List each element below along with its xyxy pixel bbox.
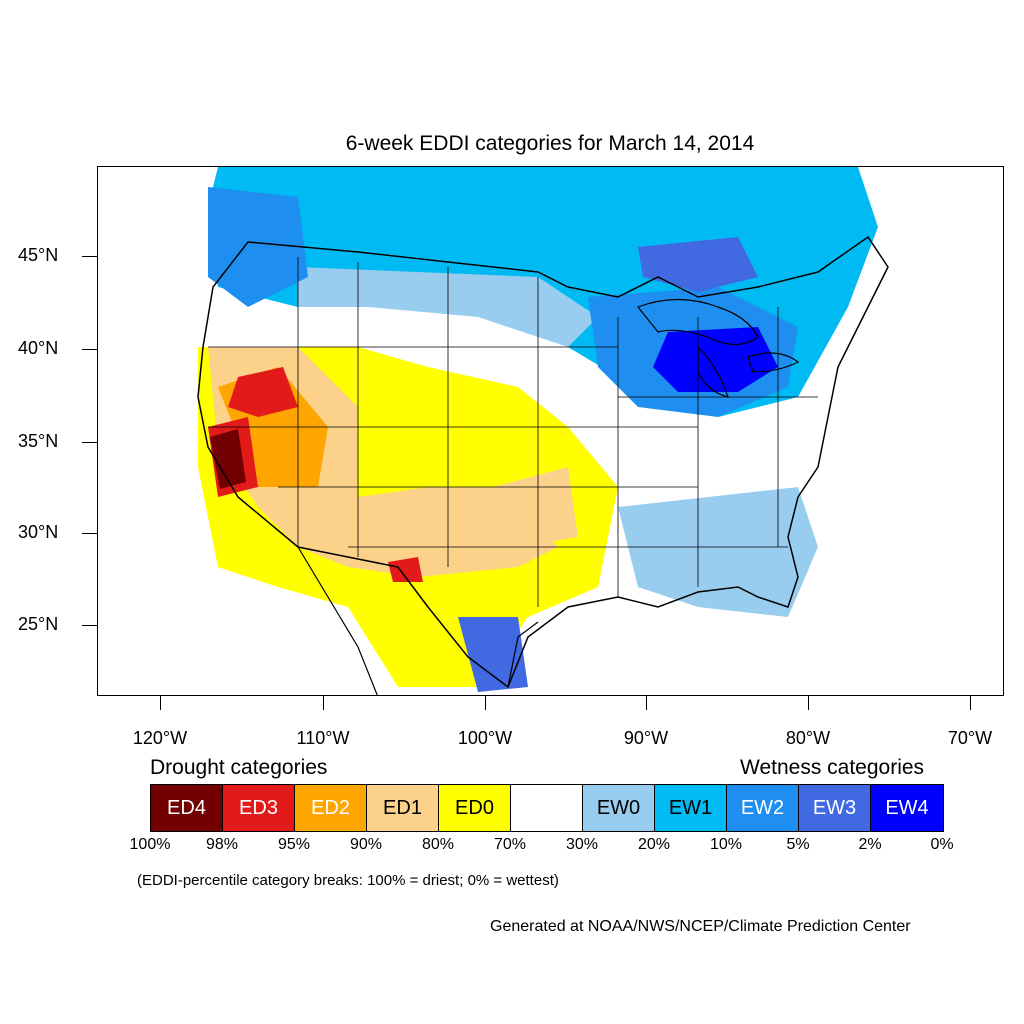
lat-label-40: 40°N [18,338,59,358]
legend-break-label: 100% [129,836,171,853]
legend-break-label: 98% [205,836,239,853]
lon-tick [323,696,324,710]
lon-label-70w: 70°W [947,728,993,748]
lat-tick [82,442,97,443]
lon-label-80w: 80°W [785,728,831,748]
legend-color-bar: ED4 ED3 ED2 ED1 ED0 EW0 EW1 EW2 EW3 EW4 [150,784,944,832]
drought-region-ed4 [210,429,246,489]
us-border [197,235,889,689]
map-plot-area [97,166,1004,696]
lat-label-25: 25°N [18,614,59,634]
drought-region-ed3-texas [388,557,423,582]
legend-cell-neutral [511,785,583,831]
lon-tick [646,696,647,710]
lat-label-45: 45°N [18,245,59,265]
wetness-heading: Wetness categories [740,756,925,779]
legend-break-label: 95% [277,836,311,853]
map-title: 6-week EDDI categories for March 14, 201… [345,132,755,155]
legend-cell-ew2: EW2 [727,785,799,831]
lon-label-120w: 120°W [132,728,188,748]
legend-break-label: 80% [421,836,455,853]
wet-region-southeast [618,487,818,617]
legend-footnote: (EDDI-percentile category breaks: 100% =… [137,872,559,889]
legend-break-label: 10% [709,836,743,853]
legend-cell-ed4: ED4 [151,785,223,831]
legend-cell-ew3: EW3 [799,785,871,831]
lon-tick [485,696,486,710]
eddi-map [197,167,889,695]
legend-break-label: 30% [565,836,599,853]
lat-tick [82,256,97,257]
credit-text: Generated at NOAA/NWS/NCEP/Climate Predi… [490,918,911,935]
legend-break-label: 0% [930,836,954,853]
legend-cell-ew4: EW4 [871,785,943,831]
legend-break-label: 2% [858,836,882,853]
legend-cell-ed1: ED1 [367,785,439,831]
coastline-mexico [297,546,539,695]
legend-cell-ed3: ED3 [223,785,295,831]
drought-heading: Drought categories [150,756,328,779]
lon-label-90w: 90°W [623,728,669,748]
legend-break-label: 70% [493,836,527,853]
great-lakes-outline [637,298,800,398]
legend-cell-ed0: ED0 [439,785,511,831]
lon-tick [970,696,971,710]
legend-break-label: 20% [637,836,671,853]
legend-cell-ew0: EW0 [583,785,655,831]
legend-break-label: 90% [349,836,383,853]
lat-label-30: 30°N [18,522,59,542]
lat-label-35: 35°N [18,431,59,451]
lon-label-110w: 110°W [296,728,350,748]
legend-cell-ew1: EW1 [655,785,727,831]
lat-tick [82,349,97,350]
lat-tick [82,625,97,626]
legend-cell-ed2: ED2 [295,785,367,831]
wet-region-upper-midwest [638,237,758,292]
wet-region-northwest [208,187,308,307]
lon-tick [160,696,161,710]
drought-region-ed3 [228,367,298,417]
lon-tick [808,696,809,710]
state-lines [208,257,818,607]
lon-label-100w: 100°W [457,728,513,748]
legend-break-label: 5% [786,836,810,853]
lat-tick [82,533,97,534]
